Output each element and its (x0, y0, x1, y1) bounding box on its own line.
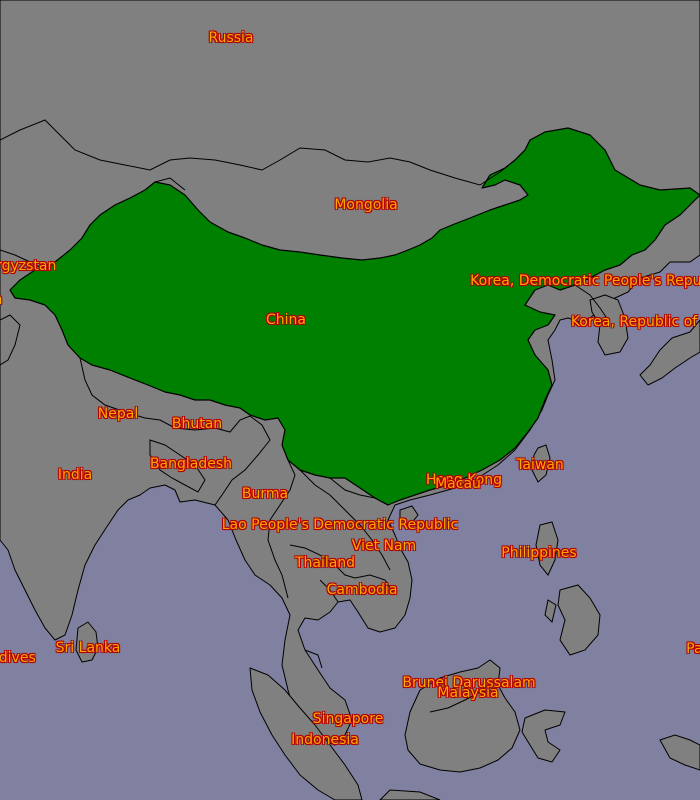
label-hong-kong: Hong Kong (425, 472, 503, 488)
border-mongolia-south (154, 177, 186, 191)
label-indonesia: Indonesia (291, 732, 359, 748)
label-brunei: Brunei Darussalam (402, 675, 536, 691)
china-region[interactable] (9, 127, 700, 506)
landmass-sumatra (249, 667, 363, 800)
label-india: India (57, 467, 93, 483)
label-tajikistan: Tajikistan (0, 292, 2, 308)
label-singapore: Singapore (312, 711, 384, 727)
landmass-taiwan (531, 444, 551, 483)
landmass-new-guinea (659, 734, 700, 771)
label-south-korea: Korea, Republic of (570, 314, 698, 330)
label-bangladesh: Bangladesh (149, 456, 233, 472)
label-china[interactable]: China (266, 312, 306, 328)
border-thailand-cambodia (289, 544, 396, 603)
label-palau: Palau (686, 641, 700, 657)
landmass-sri-lanka (75, 621, 99, 663)
border-bangladesh (149, 439, 206, 493)
border-central-asia (0, 249, 56, 366)
border-vietnam-china (329, 477, 389, 506)
landmass-korea (589, 294, 629, 356)
label-nepal: Nepal (97, 406, 139, 422)
landmass-sulawesi (521, 709, 566, 763)
label-russia: Russia (208, 30, 254, 46)
border-burma-east (267, 459, 296, 599)
border-korea (574, 284, 609, 321)
label-burma: Burma (241, 486, 289, 502)
border-laos (299, 469, 391, 571)
label-bhutan: Bhutan (171, 416, 223, 432)
label-mongolia: Mongolia (334, 197, 398, 213)
label-thailand: Thailand (294, 555, 356, 571)
label-philippines: Philippines (501, 545, 577, 561)
landmass-java (379, 789, 441, 800)
landmass-japan (639, 319, 700, 386)
landmass-philippines (535, 521, 601, 656)
landmass-hainan (399, 505, 419, 526)
label-sri-lanka: Sri Lanka (55, 640, 121, 656)
landmass-borneo (404, 659, 521, 773)
label-malaysia: Malaysia (437, 685, 499, 701)
border-malaysia (304, 649, 323, 669)
label-kyrgyzstan: Kyrgyzstan (0, 258, 57, 274)
label-maldives: Maldives (0, 650, 36, 666)
label-cambodia: Cambodia (326, 582, 398, 598)
label-macau: Macau (435, 476, 481, 492)
label-taiwan: Taiwan (516, 457, 564, 473)
label-north-korea: Korea, Democratic People's Republic of (470, 273, 700, 289)
border-russia-mongolia (0, 119, 526, 186)
label-laos: Lao People's Democratic Republic (221, 517, 459, 533)
label-vietnam: Viet Nam (351, 538, 417, 554)
border-india-burma (214, 415, 271, 506)
border-india-north (79, 357, 251, 433)
border-borneo (429, 689, 496, 713)
